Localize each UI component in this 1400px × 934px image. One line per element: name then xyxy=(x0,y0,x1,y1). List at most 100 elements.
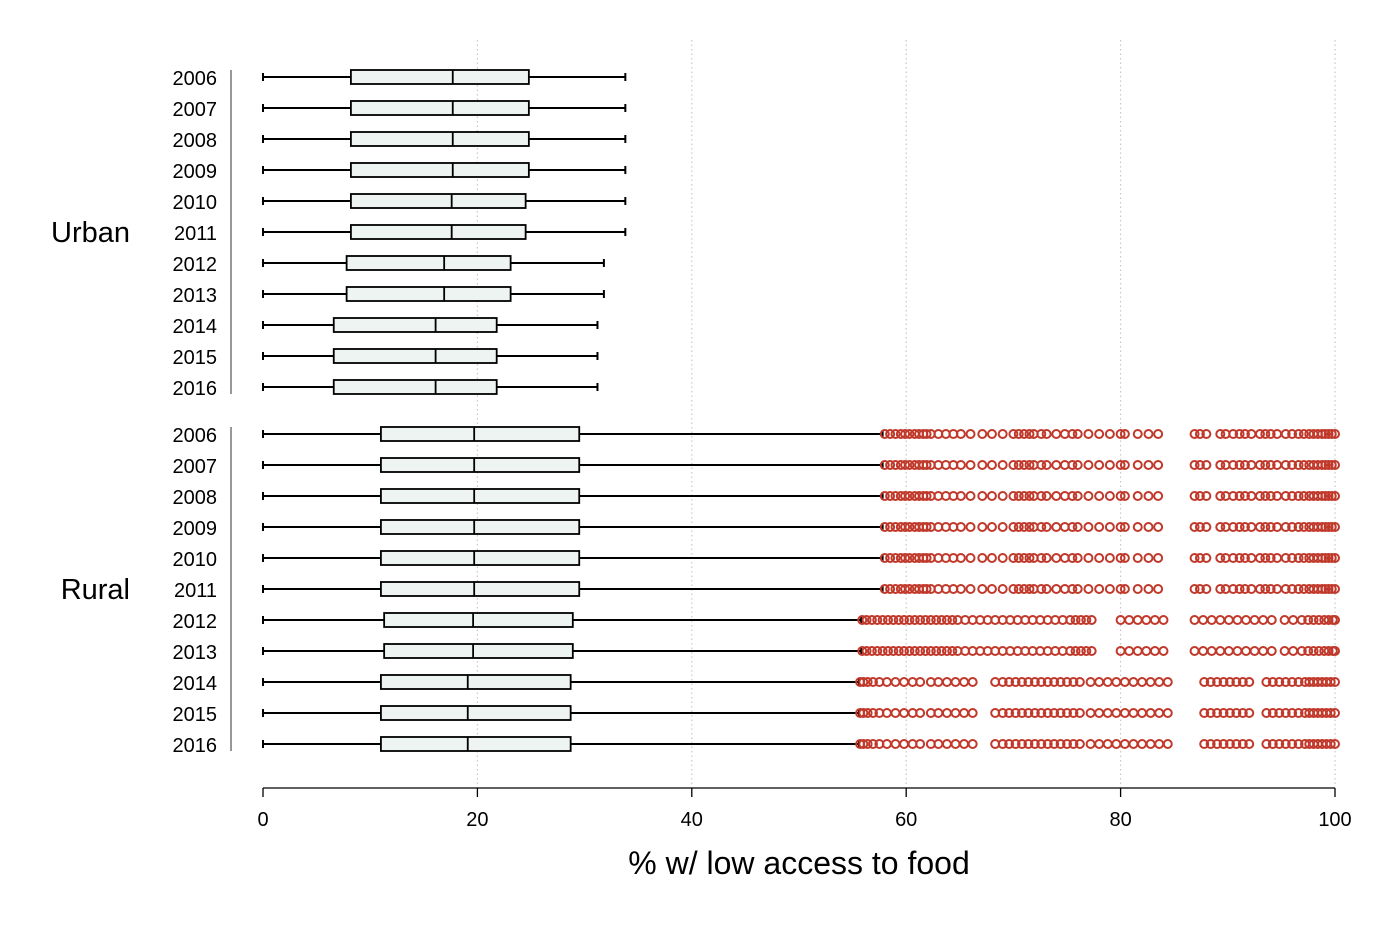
outlier-point xyxy=(955,522,966,532)
outlier-point xyxy=(1036,553,1047,563)
outlier-point xyxy=(1212,677,1223,687)
outlier-point xyxy=(1029,739,1040,749)
box-row: 2013 xyxy=(173,642,1340,664)
outlier-point xyxy=(1074,739,1085,749)
outlier-point xyxy=(890,739,901,749)
outlier-point xyxy=(1320,522,1331,532)
outlier-point xyxy=(1234,522,1245,532)
outlier-point xyxy=(1330,615,1340,625)
outlier-point xyxy=(1149,615,1160,625)
outlier-point xyxy=(879,460,890,470)
outlier-point xyxy=(1287,584,1298,594)
outlier-point xyxy=(1132,522,1143,532)
box-row: 2008 xyxy=(173,487,1340,509)
outlier-point xyxy=(1223,646,1234,656)
outlier-point xyxy=(1234,460,1245,470)
outlier-point xyxy=(1081,646,1092,656)
outlier-point xyxy=(1143,553,1154,563)
outlier-point xyxy=(997,491,1008,501)
outlier-point xyxy=(1013,522,1024,532)
outlier-point xyxy=(1010,708,1021,718)
outlier-point xyxy=(986,584,997,594)
outlier-point xyxy=(1072,553,1083,563)
box-row: 2014 xyxy=(173,673,1340,695)
iqr-box xyxy=(380,581,581,597)
group-labels: Urban Rural xyxy=(51,70,232,751)
outlier-point xyxy=(1234,553,1245,563)
outlier-point xyxy=(1239,429,1250,439)
outlier-point xyxy=(1075,646,1086,656)
outlier-point xyxy=(867,739,878,749)
outlier-point xyxy=(1036,584,1047,594)
outlier-point xyxy=(1154,708,1165,718)
outlier-point xyxy=(867,708,878,718)
outlier-point xyxy=(1042,739,1053,749)
outlier-point xyxy=(890,522,901,532)
outlier-point xyxy=(955,491,966,501)
outlier-point xyxy=(858,677,869,687)
outlier-point xyxy=(904,553,915,563)
outlier-point xyxy=(1004,708,1015,718)
box-row: 2012 xyxy=(173,254,605,276)
outlier-point xyxy=(1320,429,1331,439)
outlier-point xyxy=(1215,522,1226,532)
outlier-point xyxy=(967,739,978,749)
outlier-point xyxy=(1293,460,1304,470)
outlier-point xyxy=(1094,708,1105,718)
outlier-point xyxy=(1254,460,1265,470)
outlier-point xyxy=(1296,615,1307,625)
outlier-point xyxy=(1326,460,1337,470)
outlier-point xyxy=(1013,584,1024,594)
outlier-point xyxy=(1308,615,1319,625)
outlier-point xyxy=(915,646,926,656)
outlier-point xyxy=(1326,522,1337,532)
outlier-point xyxy=(1094,553,1105,563)
box-row: 2012 xyxy=(173,611,1340,633)
outlier-point xyxy=(1325,708,1336,718)
outlier-point xyxy=(921,584,932,594)
outlier-point xyxy=(1013,491,1024,501)
outlier-point xyxy=(1287,522,1298,532)
outlier-point xyxy=(1201,491,1212,501)
outlier-point xyxy=(1049,739,1060,749)
outlier-point xyxy=(1081,615,1092,625)
outlier-point xyxy=(1201,429,1212,439)
x-tick-label: 60 xyxy=(895,809,917,831)
iqr-box xyxy=(332,348,498,364)
outlier-point xyxy=(915,615,926,625)
outlier-point xyxy=(1083,491,1094,501)
outlier-point xyxy=(1024,522,1035,532)
outlier-point xyxy=(1115,429,1126,439)
outlier-point xyxy=(1154,739,1165,749)
outlier-point xyxy=(899,739,910,749)
outlier-point xyxy=(1132,460,1143,470)
outlier-point xyxy=(997,584,1008,594)
outlier-point xyxy=(1062,708,1072,718)
outlier-point xyxy=(1274,677,1285,687)
outlier-point xyxy=(1205,739,1216,749)
outlier-point xyxy=(862,708,873,718)
outlier-point xyxy=(899,708,910,718)
outlier-point xyxy=(1280,553,1291,563)
outlier-point xyxy=(1189,553,1200,563)
outlier-point xyxy=(885,491,896,501)
outlier-point xyxy=(1019,522,1030,532)
outlier-point xyxy=(1124,615,1135,625)
outlier-point xyxy=(1094,491,1105,501)
outlier-point xyxy=(950,708,961,718)
outlier-point xyxy=(904,615,915,625)
outlier-point xyxy=(1261,708,1272,718)
outlier-point xyxy=(986,553,997,563)
outlier-point xyxy=(900,584,911,594)
outlier-point xyxy=(967,708,978,718)
y-tick-label: 2009 xyxy=(173,518,218,540)
outlier-point xyxy=(900,429,911,439)
outlier-point xyxy=(1201,584,1212,594)
outlier-point xyxy=(1051,553,1062,563)
outlier-point xyxy=(1074,708,1085,718)
outlier-point xyxy=(1201,460,1212,470)
box-row: 2013 xyxy=(173,285,605,307)
outlier-point xyxy=(950,739,961,749)
outlier-point xyxy=(1237,708,1248,718)
outlier-point xyxy=(1119,739,1130,749)
